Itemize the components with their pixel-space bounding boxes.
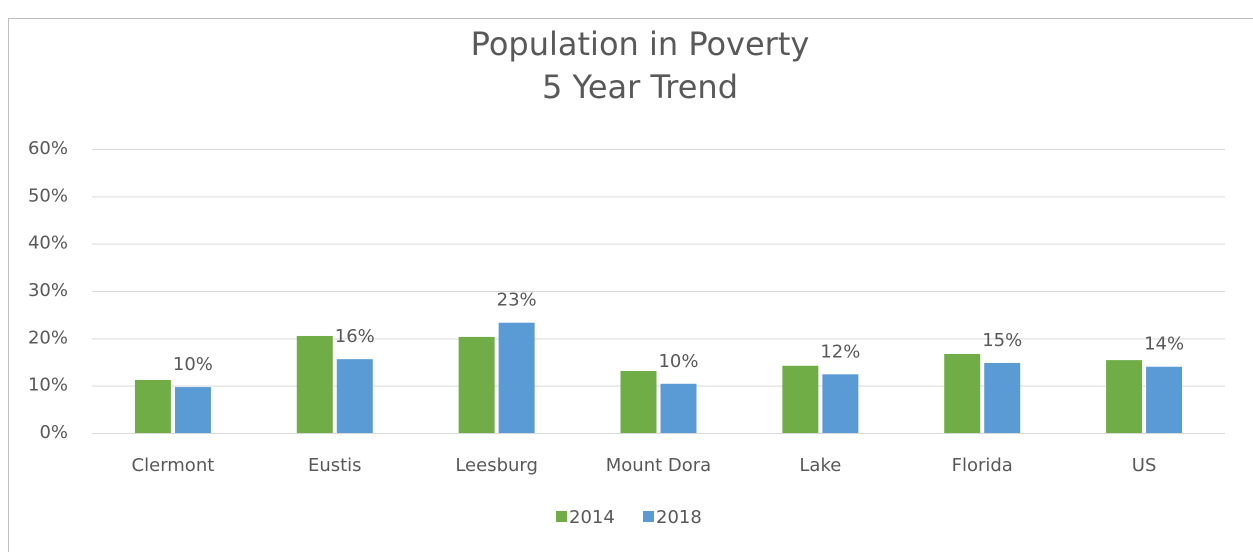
y-tick-label: 20%: [28, 327, 68, 348]
y-tick-label: 40%: [28, 233, 68, 254]
chart-title: Population in Poverty: [471, 25, 810, 63]
data-label: 23%: [497, 290, 537, 311]
x-tick-label: US: [1132, 455, 1157, 476]
x-tick-label: Leesburg: [455, 455, 538, 476]
bar: [660, 383, 697, 433]
x-tick-label: Clermont: [132, 455, 215, 476]
y-tick-label: 50%: [28, 185, 68, 206]
y-tick-label: 10%: [28, 375, 68, 396]
legend-swatch: [643, 511, 654, 522]
data-label: 12%: [820, 341, 860, 362]
bar: [984, 362, 1021, 433]
legend-swatch: [556, 511, 567, 522]
bar: [336, 359, 373, 433]
data-label: 10%: [658, 351, 698, 372]
legend-label: 2014: [569, 507, 615, 528]
x-tick-label: Florida: [952, 455, 1013, 476]
bar: [498, 322, 535, 433]
data-label: 15%: [982, 330, 1022, 351]
bar: [174, 387, 211, 433]
chart-frame: [8, 18, 1253, 552]
bar: [1106, 360, 1143, 433]
y-tick-label: 60%: [28, 138, 68, 159]
data-label: 14%: [1144, 334, 1184, 355]
data-label: 10%: [173, 354, 213, 375]
x-tick-label: Mount Dora: [606, 455, 711, 476]
bar: [620, 370, 657, 433]
bar: [782, 365, 819, 433]
bar: [944, 353, 981, 433]
chart-subtitle: 5 Year Trend: [542, 68, 738, 106]
y-tick-label: 0%: [39, 422, 68, 443]
bar: [822, 374, 859, 433]
bar: [134, 379, 171, 433]
legend-label: 2018: [656, 507, 702, 528]
bar: [1146, 366, 1183, 433]
y-tick-label: 30%: [28, 280, 68, 301]
data-label: 16%: [335, 326, 375, 347]
bar: [458, 336, 495, 433]
bar: [296, 335, 333, 433]
x-tick-label: Lake: [799, 455, 841, 476]
x-tick-label: Eustis: [308, 455, 362, 476]
